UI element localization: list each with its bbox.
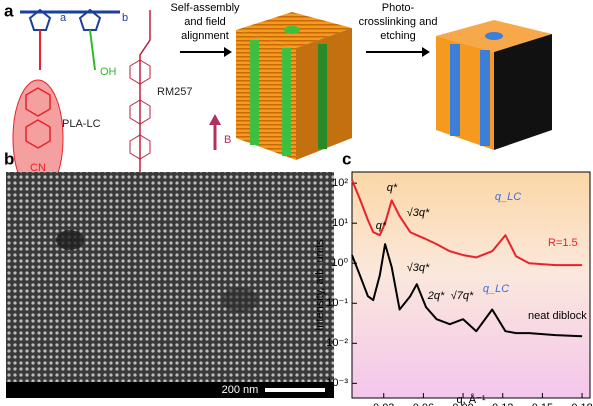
x-tick-label: 0.18 <box>571 402 592 406</box>
ring <box>78 8 102 31</box>
step-text: crosslinking and <box>359 16 438 28</box>
y-tick-label: 10⁰ <box>331 257 348 269</box>
peak-label: √7q* <box>451 290 474 302</box>
side-chain <box>89 29 96 71</box>
ring <box>129 134 151 160</box>
cube-face <box>494 34 552 150</box>
panel-c: c q, Å⁻¹ Intensity, arb. units <box>314 149 591 406</box>
series-line <box>351 243 583 338</box>
tem-image <box>6 172 334 398</box>
y-tick-label: 10⁻² <box>326 337 348 349</box>
peak-label: √3q* <box>407 207 430 219</box>
ring <box>25 119 51 149</box>
step-text: etching <box>380 30 415 42</box>
cn-label: CN <box>30 162 46 174</box>
x-tick-label: 0.03 <box>373 402 394 406</box>
rm257 <box>139 10 151 185</box>
panel-label: b <box>4 149 14 168</box>
pore-top <box>485 32 503 40</box>
crosslinker-name: RM257 <box>157 86 192 98</box>
x-tick-label: 0.12 <box>492 402 513 406</box>
arrow-head <box>224 47 232 57</box>
peak-label: q_LC <box>495 191 521 203</box>
y-tick-label: 10² <box>332 177 348 189</box>
panel-b: b 200 nm <box>4 149 334 398</box>
image-footer <box>6 382 334 398</box>
step-text: Self-assembly <box>170 2 240 14</box>
y-tick-label: 10⁻³ <box>326 377 348 389</box>
column <box>282 48 291 156</box>
pore <box>480 50 490 146</box>
ring <box>28 8 52 31</box>
series-line <box>351 179 583 267</box>
y-axis-label: Intensity, arb. units <box>314 239 326 331</box>
arrow-head <box>422 47 430 57</box>
subscript: a <box>60 12 67 24</box>
series-label: R=1.5 <box>548 237 578 249</box>
peak-label: q_LC <box>483 283 509 295</box>
subscript: b <box>122 12 128 24</box>
ring <box>129 59 151 85</box>
tem-feature <box>222 288 258 312</box>
peak-label: √3q* <box>407 262 430 274</box>
step-text: alignment <box>181 30 229 42</box>
step-text: Photo- <box>382 2 415 14</box>
ring <box>25 87 51 117</box>
ring <box>129 99 151 125</box>
peak-label: q* <box>376 220 387 232</box>
pore <box>450 44 460 136</box>
column <box>250 40 259 145</box>
y-tick-label: 10¹ <box>332 217 348 229</box>
scale-label: 200 nm <box>222 384 259 396</box>
column <box>318 44 327 149</box>
column-top <box>284 26 300 34</box>
panel-label: a <box>4 1 14 20</box>
peak-label: q* <box>387 182 398 194</box>
x-tick-label: 0.09 <box>452 402 473 406</box>
x-tick-label: 0.15 <box>532 402 553 406</box>
polymer-name: PLA-LC <box>62 118 101 130</box>
step-text: and field <box>184 16 226 28</box>
x-axis-label: q, Å⁻¹ <box>456 393 485 406</box>
panel-label: c <box>342 149 351 168</box>
tem-feature <box>56 230 84 250</box>
field-arrow-head <box>209 114 221 125</box>
series-label: neat diblock <box>528 310 587 322</box>
plot-area <box>351 171 591 399</box>
scale-bar <box>265 388 325 392</box>
x-tick-label: 0.06 <box>413 402 434 406</box>
panel-a: a a b OH PLA-LC CN RM257 Self-assembly a… <box>4 1 552 197</box>
oh-label: OH <box>100 66 117 78</box>
peak-label: 2q* <box>427 290 445 302</box>
field-label: B <box>224 134 231 146</box>
y-tick-label: 10⁻¹ <box>326 297 348 309</box>
